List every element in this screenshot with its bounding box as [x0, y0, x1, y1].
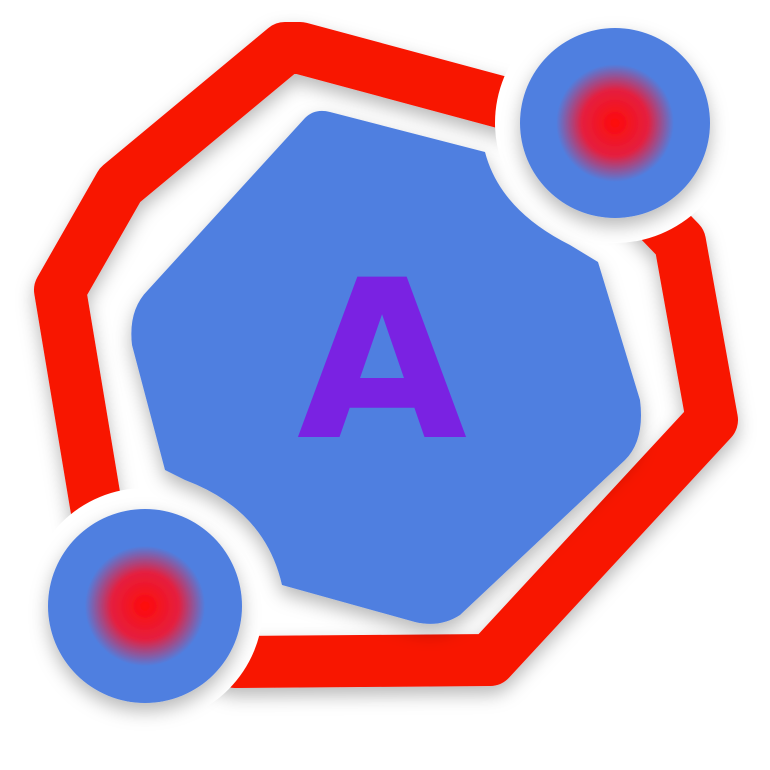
- node-icon: [48, 28, 710, 703]
- logo-letter: A: [297, 233, 467, 489]
- node-top-right: [520, 28, 710, 218]
- node-bottom-left: [48, 509, 242, 703]
- inner-hexagon: [131, 110, 642, 624]
